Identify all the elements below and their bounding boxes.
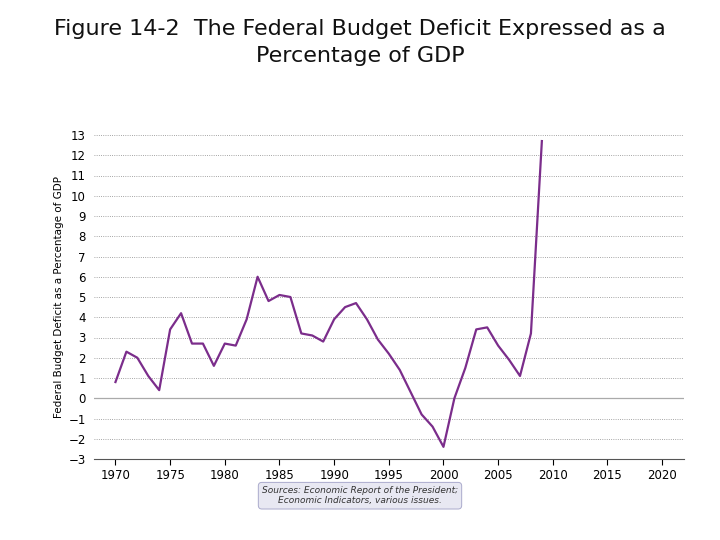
Text: Sources: Economic Report of the President;
Economic Indicators, various issues.: Sources: Economic Report of the Presiden…	[262, 486, 458, 505]
Text: Figure 14-2  The Federal Budget Deficit Expressed as a: Figure 14-2 The Federal Budget Deficit E…	[54, 19, 666, 39]
Text: Percentage of GDP: Percentage of GDP	[256, 46, 464, 66]
Y-axis label: Federal Budget Deficit as a Percentage of GDP: Federal Budget Deficit as a Percentage o…	[55, 176, 64, 418]
X-axis label: Year: Year	[374, 488, 403, 502]
